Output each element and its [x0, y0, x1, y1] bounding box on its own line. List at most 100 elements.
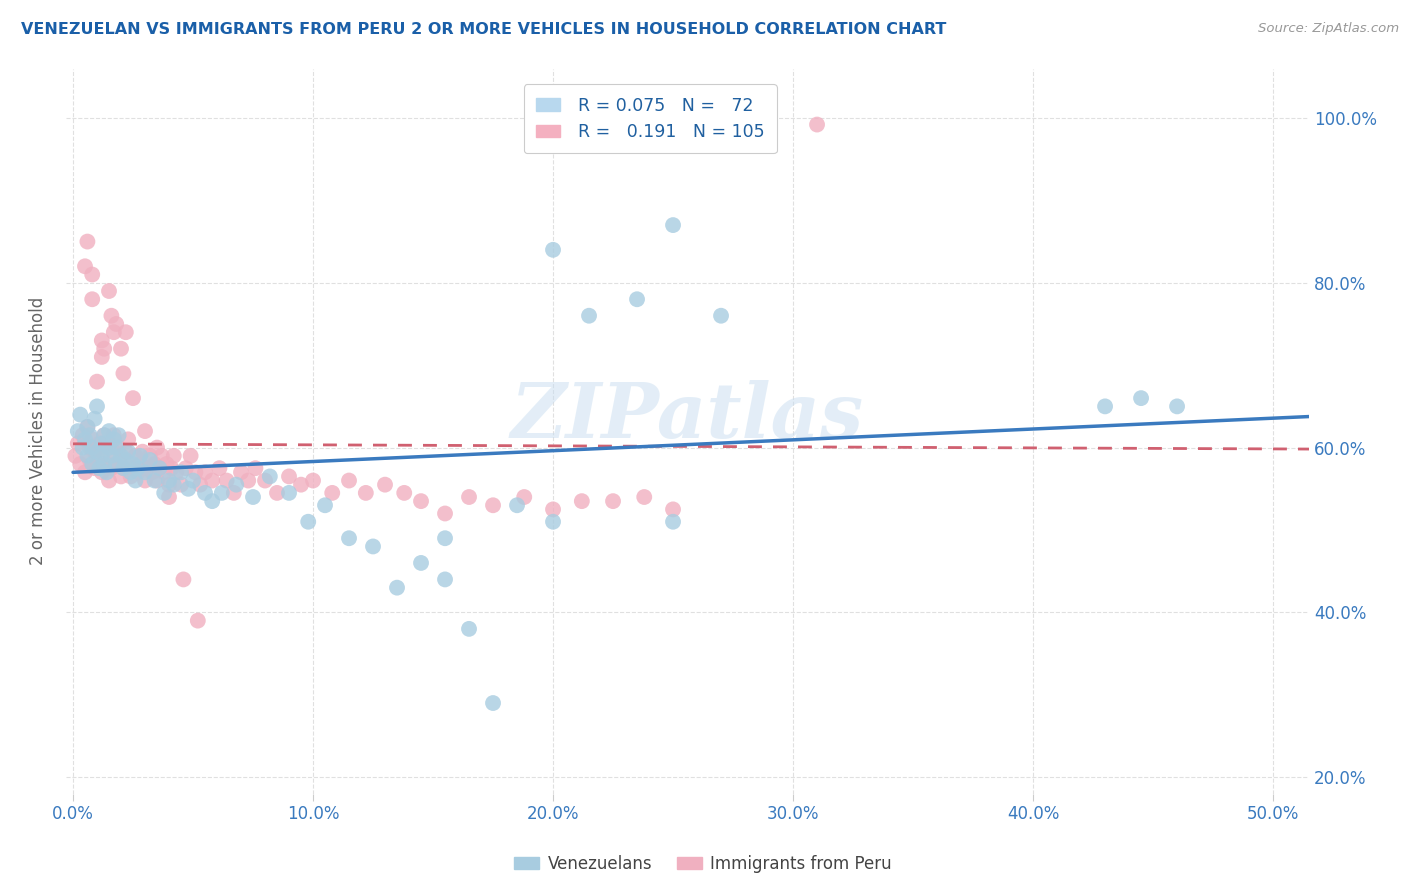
Point	[129, 457, 152, 471]
Point	[242, 490, 264, 504]
Point	[103, 325, 125, 339]
Point	[86, 400, 108, 414]
Point	[103, 444, 125, 458]
Point	[122, 461, 145, 475]
Point	[201, 474, 224, 488]
Point	[112, 461, 135, 475]
Point	[82, 433, 104, 447]
Point	[124, 474, 146, 488]
Point	[100, 309, 122, 323]
Point	[134, 424, 156, 438]
Point	[188, 477, 211, 491]
Point	[143, 457, 166, 471]
Point	[259, 469, 281, 483]
Point	[69, 408, 91, 422]
Point	[90, 436, 112, 450]
Point	[136, 461, 159, 475]
Point	[174, 461, 197, 475]
Point	[434, 507, 457, 521]
Point	[157, 474, 180, 488]
Point	[710, 309, 733, 323]
Point	[177, 482, 200, 496]
Point	[278, 486, 301, 500]
Point	[86, 444, 108, 458]
Point	[238, 474, 260, 488]
Point	[184, 465, 207, 479]
Point	[112, 461, 135, 475]
Point	[79, 453, 101, 467]
Point	[93, 428, 115, 442]
Point	[73, 260, 96, 274]
Point	[194, 465, 217, 479]
Point	[73, 433, 96, 447]
Point	[93, 428, 115, 442]
Point	[374, 477, 396, 491]
Point	[633, 490, 655, 504]
Point	[482, 696, 505, 710]
Point	[482, 498, 505, 512]
Point	[143, 474, 166, 488]
Point	[124, 449, 146, 463]
Point	[72, 441, 94, 455]
Point	[112, 367, 135, 381]
Point	[602, 494, 624, 508]
Point	[120, 465, 142, 479]
Point	[337, 531, 360, 545]
Point	[187, 614, 209, 628]
Point	[105, 441, 128, 455]
Point	[98, 436, 121, 450]
Point	[98, 474, 121, 488]
Point	[83, 411, 105, 425]
Point	[122, 457, 145, 471]
Point	[82, 268, 104, 282]
Point	[96, 465, 118, 479]
Legend: Venezuelans, Immigrants from Peru: Venezuelans, Immigrants from Peru	[508, 848, 898, 880]
Point	[201, 494, 224, 508]
Point	[93, 342, 115, 356]
Point	[103, 433, 125, 447]
Point	[89, 436, 111, 450]
Point	[806, 118, 828, 132]
Point	[69, 457, 91, 471]
Point	[434, 573, 457, 587]
Point	[229, 465, 252, 479]
Point	[157, 477, 180, 491]
Point	[98, 441, 121, 455]
Point	[110, 453, 132, 467]
Text: VENEZUELAN VS IMMIGRANTS FROM PERU 2 OR MORE VEHICLES IN HOUSEHOLD CORRELATION C: VENEZUELAN VS IMMIGRANTS FROM PERU 2 OR …	[21, 22, 946, 37]
Text: Source: ZipAtlas.com: Source: ZipAtlas.com	[1258, 22, 1399, 36]
Point	[194, 486, 217, 500]
Point	[278, 469, 301, 483]
Point	[105, 457, 128, 471]
Point	[458, 490, 481, 504]
Point	[89, 461, 111, 475]
Point	[90, 449, 112, 463]
Point	[758, 119, 780, 133]
Point	[321, 486, 343, 500]
Point	[163, 449, 186, 463]
Point	[93, 457, 115, 471]
Point	[139, 449, 162, 463]
Point	[153, 486, 176, 500]
Point	[662, 502, 685, 516]
Point	[86, 375, 108, 389]
Point	[1094, 400, 1116, 414]
Point	[129, 449, 152, 463]
Point	[409, 494, 432, 508]
Point	[163, 477, 186, 491]
Point	[662, 218, 685, 232]
Point	[90, 350, 112, 364]
Point	[290, 477, 312, 491]
Point	[157, 490, 180, 504]
Point	[245, 461, 267, 475]
Point	[211, 486, 233, 500]
Point	[170, 465, 193, 479]
Point	[170, 477, 193, 491]
Point	[90, 449, 112, 463]
Point	[96, 457, 118, 471]
Point	[626, 292, 648, 306]
Point	[76, 420, 98, 434]
Point	[409, 556, 432, 570]
Point	[127, 465, 149, 479]
Point	[181, 474, 204, 488]
